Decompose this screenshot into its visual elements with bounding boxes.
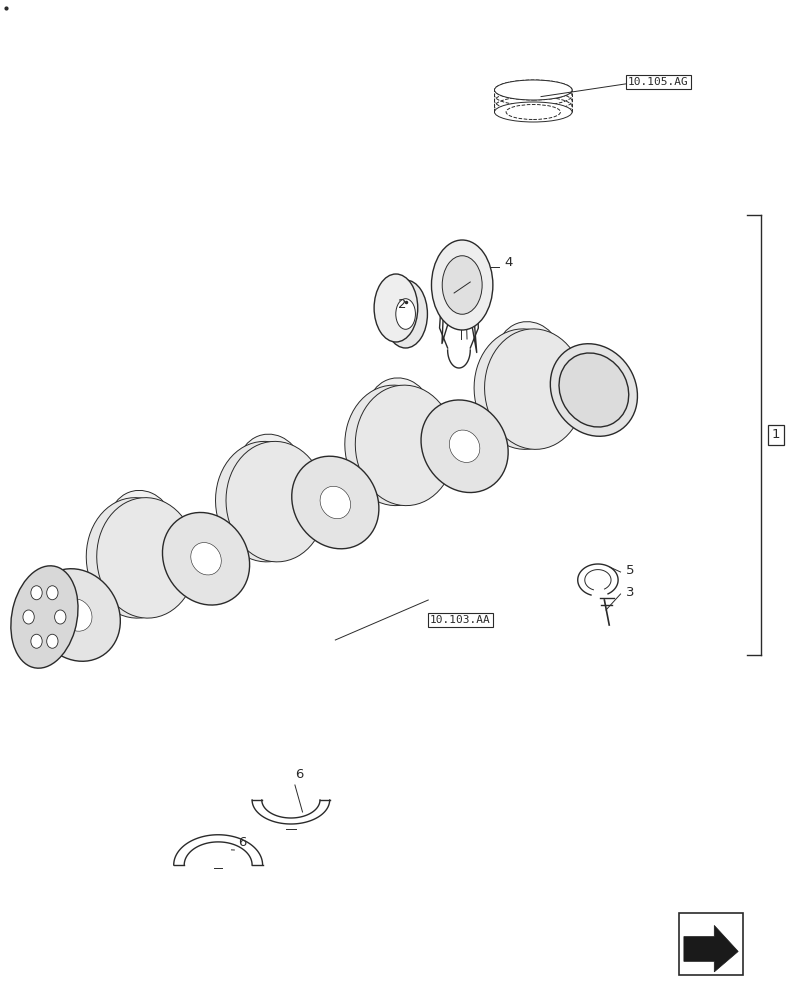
Text: 10.105.AG: 10.105.AG [628, 77, 689, 87]
Ellipse shape [107, 490, 175, 567]
Ellipse shape [216, 441, 315, 562]
Ellipse shape [11, 566, 78, 668]
Ellipse shape [356, 385, 455, 506]
Text: 5: 5 [626, 563, 634, 576]
Text: 2: 2 [398, 298, 406, 311]
Ellipse shape [366, 378, 434, 455]
Ellipse shape [226, 441, 326, 562]
Circle shape [47, 634, 58, 648]
Text: 4: 4 [505, 255, 513, 268]
Ellipse shape [191, 543, 221, 575]
Ellipse shape [396, 299, 415, 329]
Ellipse shape [494, 102, 572, 122]
Circle shape [23, 610, 34, 624]
Ellipse shape [431, 240, 493, 330]
Ellipse shape [292, 456, 379, 549]
Ellipse shape [449, 430, 480, 462]
Text: 10.103.AA: 10.103.AA [430, 615, 491, 625]
Ellipse shape [442, 256, 482, 314]
Ellipse shape [494, 80, 572, 100]
Text: 6: 6 [238, 835, 246, 848]
Ellipse shape [374, 274, 418, 342]
Circle shape [47, 586, 58, 600]
Ellipse shape [162, 512, 250, 605]
Ellipse shape [86, 498, 186, 618]
Ellipse shape [252, 451, 289, 494]
Bar [679, 913, 743, 975]
Ellipse shape [474, 329, 574, 449]
Ellipse shape [384, 280, 427, 348]
Ellipse shape [579, 374, 609, 406]
Ellipse shape [506, 104, 561, 119]
Ellipse shape [511, 339, 548, 381]
Ellipse shape [381, 395, 419, 438]
Ellipse shape [123, 508, 160, 550]
Ellipse shape [495, 322, 563, 399]
Ellipse shape [485, 329, 584, 449]
Ellipse shape [559, 353, 629, 427]
Circle shape [31, 586, 42, 600]
Text: 6: 6 [295, 768, 303, 782]
Ellipse shape [345, 385, 444, 506]
Ellipse shape [320, 486, 351, 519]
Ellipse shape [61, 599, 92, 631]
Text: 1: 1 [772, 428, 780, 442]
Ellipse shape [97, 498, 196, 618]
Circle shape [31, 634, 42, 648]
Text: 3: 3 [626, 585, 634, 598]
Ellipse shape [33, 569, 120, 661]
Polygon shape [684, 925, 739, 972]
Ellipse shape [421, 400, 508, 493]
Ellipse shape [550, 344, 638, 436]
Circle shape [55, 610, 66, 624]
Ellipse shape [237, 434, 305, 511]
